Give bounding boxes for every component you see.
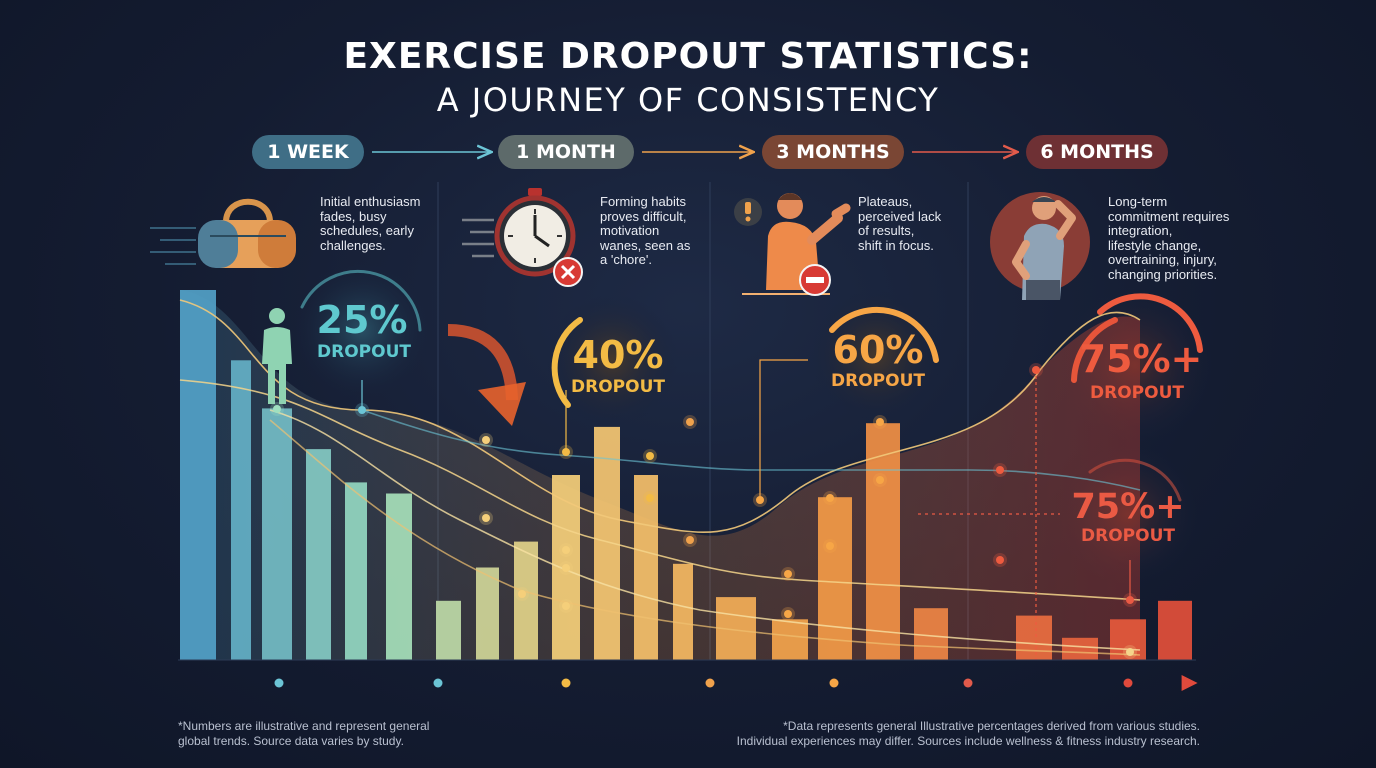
axis-ticks	[274, 678, 1133, 688]
stat-40-label: DROPOUT	[571, 377, 665, 397]
footnote-right: *Data represents general Illustrative pe…	[736, 719, 1200, 748]
arc-25	[300, 269, 422, 332]
arc-60	[829, 306, 939, 363]
data-point	[876, 418, 884, 426]
stage-pill-label: 3 MONTHS	[776, 141, 890, 163]
data-point	[1126, 648, 1134, 656]
bar	[1016, 615, 1052, 660]
axis-tick	[433, 678, 443, 688]
data-point	[996, 556, 1004, 564]
callout-lines	[361, 359, 1131, 660]
data-point	[518, 590, 526, 598]
data-point	[826, 542, 834, 550]
axis-tick	[1123, 678, 1133, 688]
bar	[476, 567, 499, 660]
bar	[1158, 600, 1192, 660]
bar-series	[180, 290, 1192, 660]
bar	[514, 541, 538, 660]
data-point	[784, 610, 792, 618]
stat-60-label: DROPOUT	[831, 371, 925, 391]
bar	[262, 408, 292, 660]
axis-tick	[705, 678, 715, 688]
bar	[634, 475, 658, 660]
stat-60-value: 60%	[833, 328, 924, 372]
axis-tick	[829, 678, 839, 688]
person-stop-icon	[734, 193, 851, 296]
glow-25	[292, 260, 432, 400]
title-line-1: EXERCISE DROPOUT STATISTICS:	[343, 36, 1033, 77]
bar	[345, 482, 367, 660]
stat-75a-label: DROPOUT	[1090, 383, 1184, 403]
data-point	[996, 466, 1004, 474]
stat-25-value: 25%	[317, 298, 408, 342]
data-point	[273, 405, 281, 413]
stage-pill-1-month: 1 MONTH	[498, 135, 634, 169]
stat-25-label: DROPOUT	[317, 342, 411, 362]
person-figure-icon	[262, 308, 292, 404]
data-point	[562, 546, 570, 554]
footnote-left: *Numbers are illustrative and represent …	[178, 719, 430, 748]
tired-person-icon	[990, 192, 1090, 300]
data-point	[686, 418, 694, 426]
stopwatch-icon	[462, 188, 583, 287]
data-point	[646, 494, 654, 502]
bar	[231, 360, 251, 660]
bar	[386, 493, 412, 660]
data-point	[826, 494, 834, 502]
data-point	[784, 570, 792, 578]
data-points	[270, 363, 1137, 659]
curved-arrow-head	[478, 382, 526, 426]
bar	[1062, 637, 1098, 660]
bar	[818, 497, 852, 660]
data-point	[482, 514, 490, 522]
stage-description-1-month: Forming habits proves difficult, motivat…	[600, 194, 691, 267]
stage-pill-label: 1 MONTH	[516, 141, 616, 163]
title-line-2: A JOURNEY OF CONSISTENCY	[436, 81, 940, 119]
bar	[673, 563, 693, 660]
stat-75a-value: 75%+	[1080, 337, 1203, 381]
bar	[772, 619, 808, 660]
stage-description-1-week: Initial enthusiasm fades, busy schedules…	[320, 194, 421, 253]
stage-pill-1-week: 1 WEEK	[252, 135, 364, 169]
data-point	[482, 436, 490, 444]
stage-description-3-months: Plateaus, perceived lack of results, shi…	[858, 194, 942, 253]
data-point	[876, 476, 884, 484]
data-point	[562, 602, 570, 610]
axis-tick	[274, 678, 284, 688]
gym-bag-icon	[150, 198, 296, 268]
bar	[436, 600, 461, 660]
bar	[866, 423, 900, 660]
stage-pill-label: 6 MONTHS	[1040, 141, 1154, 163]
stat-75b-value: 75%+	[1071, 487, 1184, 527]
axis-tick	[561, 678, 571, 688]
bar	[306, 449, 331, 660]
bar	[180, 290, 216, 660]
bar	[914, 608, 948, 660]
arc-40	[551, 317, 583, 408]
stat-labels: 25% DROPOUT 40% DROPOUT 60% DROPOUT 75%+…	[317, 298, 1203, 546]
stage-pill-label: 1 WEEK	[267, 141, 349, 163]
data-point	[686, 536, 694, 544]
stat-75b-label: DROPOUT	[1081, 526, 1175, 546]
stage-pill-3-months: 3 MONTHS	[762, 135, 904, 169]
glow-40	[546, 294, 678, 426]
stage-pill-6-months: 6 MONTHS	[1026, 135, 1168, 169]
stat-40-value: 40%	[573, 333, 664, 377]
chart-title: EXERCISE DROPOUT STATISTICS: A JOURNEY O…	[0, 36, 1376, 119]
data-point	[646, 452, 654, 460]
data-point	[562, 564, 570, 572]
axis-tick	[963, 678, 973, 688]
stage-description-6-months: Long-term commitment requires integratio…	[1108, 194, 1230, 282]
